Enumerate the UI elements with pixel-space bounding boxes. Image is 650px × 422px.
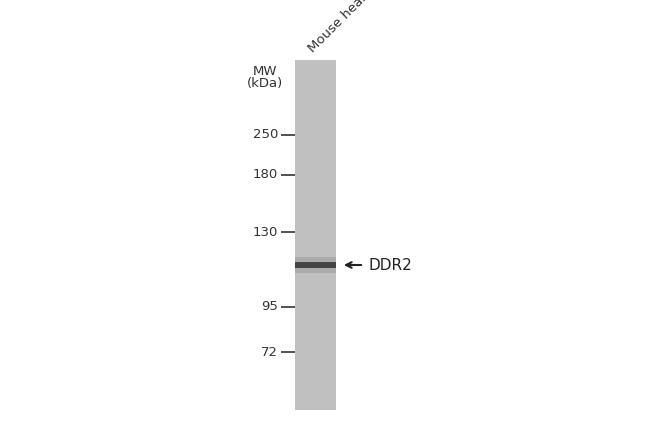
Text: MW: MW [253, 65, 278, 78]
Bar [295, 262, 336, 268]
Text: Mouse heart: Mouse heart [306, 0, 374, 55]
Text: 95: 95 [261, 300, 278, 314]
Text: (kDa): (kDa) [247, 77, 283, 90]
Bar [295, 60, 336, 410]
Text: 180: 180 [253, 168, 278, 181]
Text: DDR2: DDR2 [369, 257, 413, 273]
Text: 72: 72 [261, 346, 278, 359]
Bar [295, 257, 336, 273]
Text: 130: 130 [253, 225, 278, 238]
Text: 250: 250 [253, 129, 278, 141]
